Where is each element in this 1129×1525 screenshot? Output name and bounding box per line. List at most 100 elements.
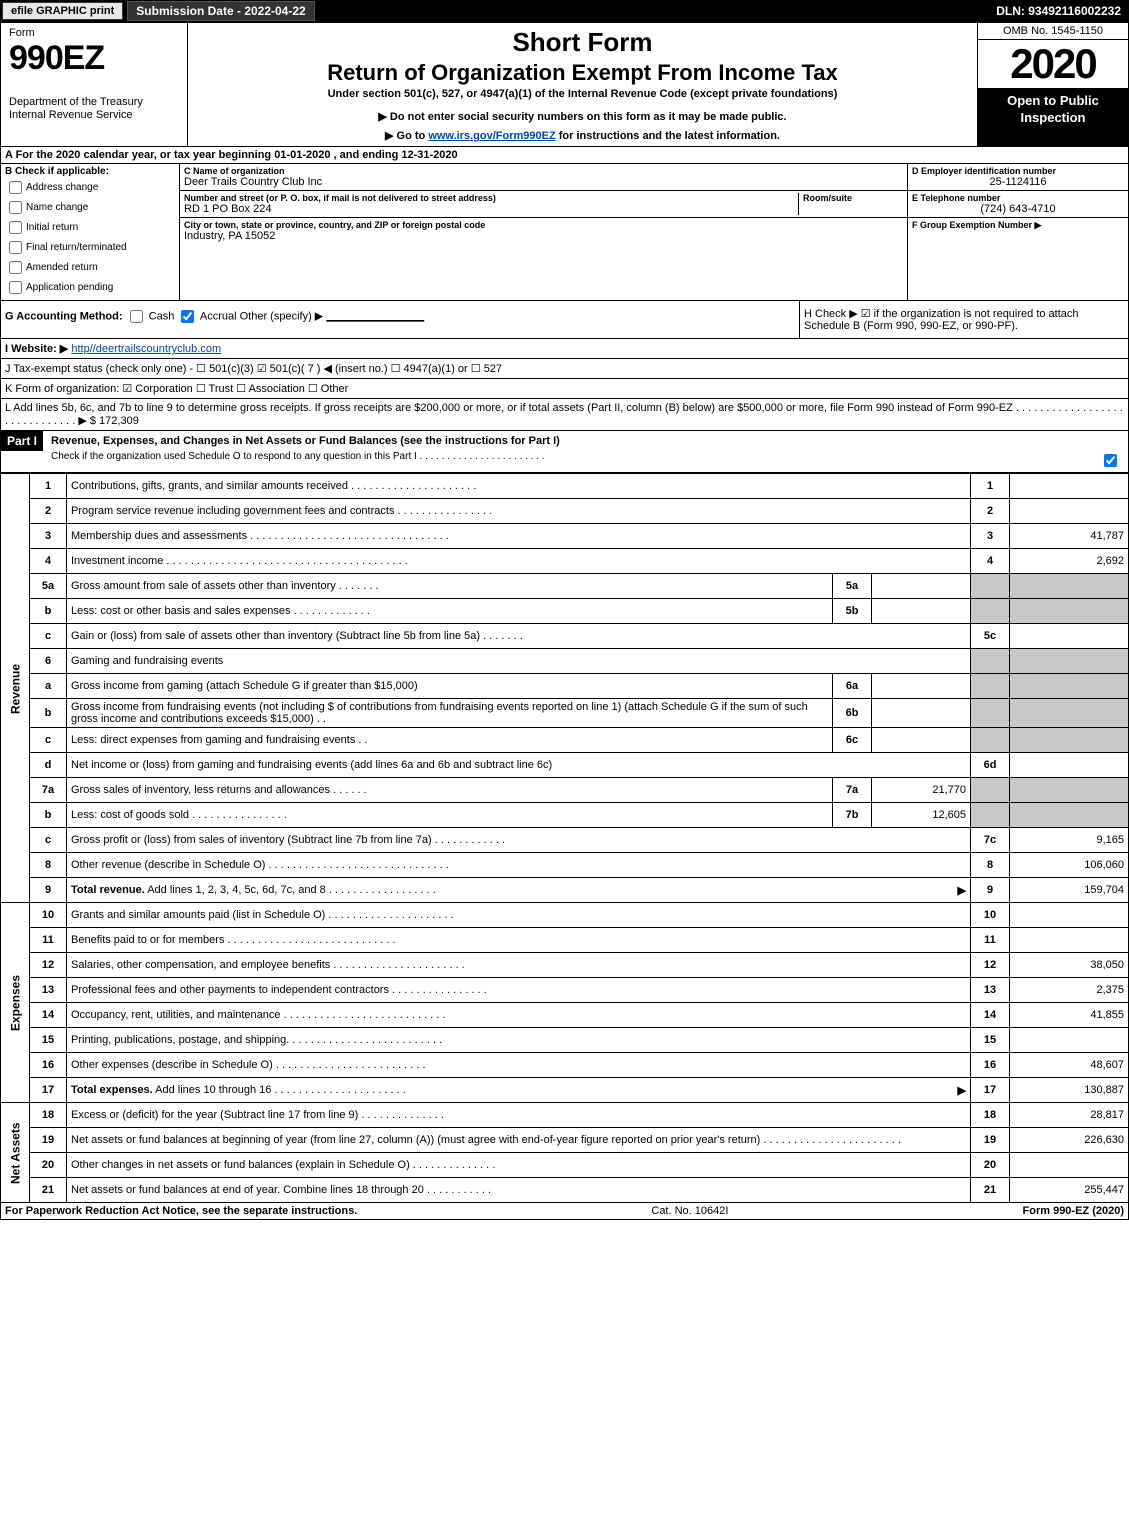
line-desc: Gross sales of inventory, less returns a…	[67, 778, 833, 803]
line-desc: Net income or (loss) from gaming and fun…	[67, 753, 971, 778]
line-desc: Membership dues and assessments . . . . …	[67, 524, 971, 549]
checkbox-cash[interactable]	[130, 310, 143, 323]
sub-line-value: 21,770	[872, 778, 971, 803]
grey-cell	[971, 649, 1010, 674]
line-col-number: 18	[971, 1103, 1010, 1128]
line-amount	[1010, 499, 1129, 524]
line-number: d	[30, 753, 67, 778]
page-footer: For Paperwork Reduction Act Notice, see …	[0, 1203, 1129, 1220]
subtitle: Under section 501(c), 527, or 4947(a)(1)…	[196, 88, 969, 100]
checkbox-address[interactable]	[9, 181, 22, 194]
line-col-number: 8	[971, 853, 1010, 878]
line-col-number: 7c	[971, 828, 1010, 853]
line-number: 19	[30, 1128, 67, 1153]
checkbox-name[interactable]	[9, 201, 22, 214]
section-b-label: B Check if applicable:	[5, 166, 175, 177]
chk-initial: Initial return	[5, 218, 175, 237]
grey-cell	[971, 803, 1010, 828]
g-other: Other (specify) ▶	[240, 310, 324, 322]
checkbox-pending[interactable]	[9, 281, 22, 294]
line-amount: 130,887	[1010, 1078, 1129, 1103]
line-amount	[1010, 1028, 1129, 1053]
line-number: 11	[30, 928, 67, 953]
line-col-number: 14	[971, 1003, 1010, 1028]
table-row: 5aGross amount from sale of assets other…	[1, 574, 1129, 599]
table-row: 15Printing, publications, postage, and s…	[1, 1028, 1129, 1053]
city-value: Industry, PA 15052	[184, 230, 903, 242]
line-col-number: 12	[971, 953, 1010, 978]
grey-cell	[971, 674, 1010, 699]
line-number: 18	[30, 1103, 67, 1128]
city-row: City or town, state or province, country…	[180, 218, 907, 244]
header-right: OMB No. 1545-1150 2020 Open to Public In…	[977, 23, 1128, 146]
line-desc: Gross amount from sale of assets other t…	[67, 574, 833, 599]
table-row: cLess: direct expenses from gaming and f…	[1, 728, 1129, 753]
checkbox-final[interactable]	[9, 241, 22, 254]
line-desc: Printing, publications, postage, and shi…	[67, 1028, 971, 1053]
header-left: Form 990EZ Department of the Treasury In…	[1, 23, 188, 146]
irs-link[interactable]: www.irs.gov/Form990EZ	[428, 130, 555, 142]
line-number: b	[30, 803, 67, 828]
sub-line-number: 5a	[833, 574, 872, 599]
g-label: G Accounting Method:	[5, 310, 123, 322]
part1-schedule-o-checkbox[interactable]	[1104, 454, 1117, 467]
room-label: Room/suite	[803, 193, 903, 203]
line-number: 8	[30, 853, 67, 878]
efile-print-button[interactable]: efile GRAPHIC print	[2, 2, 123, 20]
line-amount: 28,817	[1010, 1103, 1129, 1128]
website-label: I Website: ▶	[5, 343, 68, 355]
table-row: 17Total expenses. Add lines 10 through 1…	[1, 1078, 1129, 1103]
line-amount: 2,375	[1010, 978, 1129, 1003]
table-row: bGross income from fundraising events (n…	[1, 699, 1129, 728]
table-row: 12Salaries, other compensation, and empl…	[1, 953, 1129, 978]
website-link[interactable]: http//deertrailscountryclub.com	[71, 343, 221, 355]
checkbox-accrual[interactable]	[181, 310, 194, 323]
line-amount: 255,447	[1010, 1178, 1129, 1203]
section-b: B Check if applicable: Address change Na…	[1, 164, 180, 300]
group-exempt-label: F Group Exemption Number ▶	[912, 220, 1124, 231]
sub-line-value	[872, 674, 971, 699]
line-number: 2	[30, 499, 67, 524]
chk-amended: Amended return	[5, 258, 175, 277]
line-number: 9	[30, 878, 67, 903]
table-row: 2Program service revenue including gover…	[1, 499, 1129, 524]
line-desc: Occupancy, rent, utilities, and maintena…	[67, 1003, 971, 1028]
instr2-prefix: ▶ Go to	[385, 130, 428, 142]
short-form-title: Short Form	[196, 27, 969, 58]
line-desc: Gross income from fundraising events (no…	[67, 699, 833, 728]
instr2-suffix: for instructions and the latest informat…	[556, 130, 780, 142]
table-row: 19Net assets or fund balances at beginni…	[1, 1128, 1129, 1153]
main-title: Return of Organization Exempt From Incom…	[196, 60, 969, 86]
org-name: Deer Trails Country Club Inc	[184, 176, 903, 188]
line-number: 1	[30, 474, 67, 499]
line-amount: 41,855	[1010, 1003, 1129, 1028]
line-number: 10	[30, 903, 67, 928]
checkbox-initial[interactable]	[9, 221, 22, 234]
checkbox-amended[interactable]	[9, 261, 22, 274]
g-other-blank: ________________	[326, 310, 424, 322]
row-k: K Form of organization: ☑ Corporation ☐ …	[0, 379, 1129, 399]
table-row: aGross income from gaming (attach Schedu…	[1, 674, 1129, 699]
table-row: 6Gaming and fundraising events	[1, 649, 1129, 674]
footer-right: Form 990-EZ (2020)	[1023, 1205, 1124, 1217]
table-row: 14Occupancy, rent, utilities, and mainte…	[1, 1003, 1129, 1028]
line-col-number: 21	[971, 1178, 1010, 1203]
ein-value: 25-1124116	[912, 176, 1124, 188]
line-col-number: 15	[971, 1028, 1010, 1053]
line-desc: Less: cost of goods sold . . . . . . . .…	[67, 803, 833, 828]
line-number: 7a	[30, 778, 67, 803]
addr-label: Number and street (or P. O. box, if mail…	[184, 193, 798, 203]
section-bcdef: B Check if applicable: Address change Na…	[0, 164, 1129, 301]
line-number: b	[30, 599, 67, 624]
section-c: C Name of organization Deer Trails Count…	[180, 164, 907, 300]
tax-year: 2020	[978, 40, 1128, 89]
line-number: b	[30, 699, 67, 728]
line-col-number: 13	[971, 978, 1010, 1003]
lbl-amended: Amended return	[26, 262, 98, 273]
phone-label: E Telephone number	[912, 193, 1124, 203]
line-number: 3	[30, 524, 67, 549]
dept-treasury: Department of the Treasury Internal Reve…	[9, 96, 179, 122]
line-col-number: 1	[971, 474, 1010, 499]
sub-line-number: 6b	[833, 699, 872, 728]
line-amount	[1010, 753, 1129, 778]
